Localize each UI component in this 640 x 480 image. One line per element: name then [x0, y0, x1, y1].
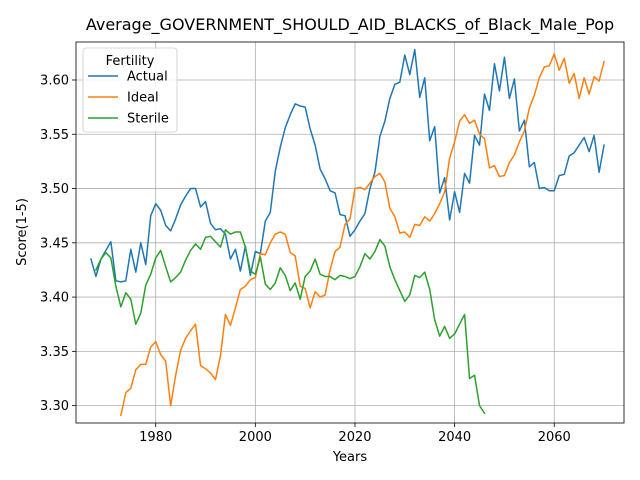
- series-line-sterile: [94, 229, 486, 415]
- x-tick-label: 2020: [338, 430, 371, 445]
- series-line-actual: [90, 48, 605, 283]
- plot-frame: [75, 41, 625, 424]
- legend: Fertility Actual Ideal Sterile: [82, 47, 178, 133]
- series-layer: [90, 48, 605, 417]
- y-tick-label: 3.50: [40, 182, 69, 197]
- y-axis: 3.30 3.35 3.40 3.45 3.50 3.55 3.60: [40, 73, 76, 414]
- x-tick-label: 2060: [538, 430, 571, 445]
- x-axis: 1980 2000 2020 2040 2060: [139, 423, 571, 445]
- x-axis-label: Years: [332, 450, 368, 465]
- legend-label-actual: Actual: [127, 70, 168, 85]
- y-tick-label: 3.35: [40, 345, 69, 360]
- y-axis-label: Score(1-5): [15, 198, 30, 266]
- legend-entries: Actual Ideal Sterile: [88, 70, 169, 127]
- grid: [76, 42, 624, 423]
- y-tick-label: 3.30: [40, 399, 69, 414]
- series-line-ideal: [119, 53, 605, 417]
- y-tick-label: 3.60: [40, 73, 69, 88]
- legend-box: [82, 47, 178, 133]
- y-tick-label: 3.45: [40, 236, 69, 251]
- legend-label-sterile: Sterile: [127, 112, 169, 127]
- chart-title: Average_GOVERNMENT_SHOULD_AID_BLACKS_of_…: [86, 15, 614, 35]
- y-tick-label: 3.40: [40, 291, 69, 306]
- x-tick-label: 2040: [438, 430, 471, 445]
- legend-title: Fertility: [106, 54, 155, 69]
- y-tick-label: 3.55: [40, 128, 69, 143]
- legend-label-ideal: Ideal: [127, 91, 159, 106]
- x-tick-label: 2000: [239, 430, 272, 445]
- x-tick-label: 1980: [139, 430, 172, 445]
